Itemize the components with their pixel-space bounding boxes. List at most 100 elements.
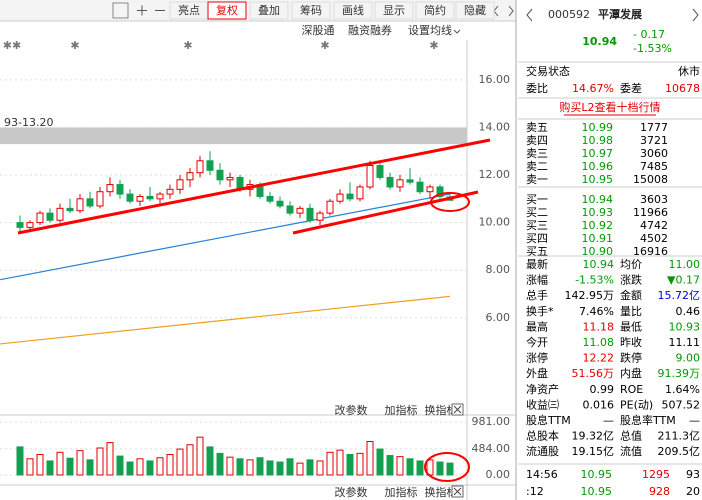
book-price: 10.91 xyxy=(582,232,614,245)
close-icon xyxy=(453,405,462,414)
candle-body xyxy=(226,176,234,181)
tick-cell: 928 xyxy=(649,485,670,498)
volume-bar xyxy=(196,436,204,476)
volume-bar xyxy=(86,459,94,476)
book-volume: 4502 xyxy=(640,232,668,245)
candle-body xyxy=(416,181,424,193)
toolbar-button[interactable] xyxy=(207,1,247,20)
toolbar-button[interactable] xyxy=(291,1,331,20)
toolbar-label[interactable]: 筹码 xyxy=(300,3,322,17)
indicator-button[interactable]: 加指标 xyxy=(385,485,418,499)
volume-bar xyxy=(76,450,84,476)
stat-cell: 15.72亿 xyxy=(658,289,701,302)
book-price: 10.90 xyxy=(582,245,614,258)
tick-cell: :12 xyxy=(526,485,544,498)
volume-bar xyxy=(56,451,64,476)
volume-bar xyxy=(296,462,304,476)
stat-cell: 换手* xyxy=(526,304,554,318)
toolbar-label[interactable]: 显示 xyxy=(383,4,405,17)
indicator-button[interactable]: 换指标 xyxy=(425,485,458,499)
toolbar-button[interactable] xyxy=(455,1,495,20)
volume-bar xyxy=(436,461,444,476)
tick-cell: 1295 xyxy=(642,468,670,481)
volume-bar xyxy=(356,452,364,476)
toolbar-label[interactable]: 叠加 xyxy=(258,4,280,17)
volume-bar xyxy=(256,457,264,476)
subbar-item[interactable]: 融资融券 xyxy=(348,23,392,37)
book-price: 10.93 xyxy=(582,206,614,219)
toolbar-button[interactable] xyxy=(415,1,455,20)
toolbar-button[interactable] xyxy=(249,1,289,20)
candle-body xyxy=(66,207,74,212)
candle-body xyxy=(196,160,204,174)
volume-bar xyxy=(156,457,164,476)
ma-line xyxy=(0,193,451,281)
nav-arrow[interactable] xyxy=(526,8,699,22)
status: 休市 xyxy=(678,64,700,78)
volume-bar xyxy=(116,455,124,476)
toolbar-label[interactable]: 画线 xyxy=(342,3,364,17)
stat-cell: 11.00 xyxy=(669,258,701,271)
toolbar-button[interactable] xyxy=(333,1,373,20)
toolbar-label[interactable]: 复权 xyxy=(216,3,238,17)
volume-bar xyxy=(146,460,154,476)
volume-bar xyxy=(206,446,214,476)
stat-cell: 11.08 xyxy=(583,336,615,349)
candle-body xyxy=(216,169,224,181)
indicator-button[interactable]: 改参数 xyxy=(335,485,368,499)
tick-cell: 93 xyxy=(686,468,700,481)
book-label: 卖五 xyxy=(526,121,548,134)
toolbar-button[interactable] xyxy=(374,1,414,20)
volume-bar xyxy=(446,462,454,476)
toolbar-label[interactable]: 隐藏 xyxy=(464,4,486,17)
volume-bar xyxy=(336,449,344,476)
volume-bar xyxy=(26,458,34,476)
stat-cell: 11.18 xyxy=(583,320,615,333)
icon-zoom[interactable] xyxy=(137,5,165,16)
stat-cell: — xyxy=(689,414,700,427)
stat-cell: 142.95万 xyxy=(565,289,615,302)
stat-cell: 流值 xyxy=(620,444,642,458)
subbar-item[interactable]: 深股通 xyxy=(302,24,335,37)
book-label: 卖一 xyxy=(526,173,548,186)
stat-cell: 51.56万 xyxy=(572,367,615,380)
candle-body xyxy=(346,193,354,200)
circle-mark xyxy=(424,452,470,482)
book-volume: 7485 xyxy=(640,160,668,173)
ratio-cell: 10678 xyxy=(665,82,700,95)
y-tick-label: 0.00 xyxy=(486,468,511,481)
l2-link[interactable]: 购买L2查看十档行情 xyxy=(559,100,660,114)
stat-cell: 总股本 xyxy=(526,429,559,443)
change-pct: -1.53% xyxy=(633,42,672,55)
toolbar-label[interactable]: 亮点 xyxy=(178,3,200,17)
book-price: 10.96 xyxy=(582,160,614,173)
stat-cell: 211.3亿 xyxy=(658,430,701,443)
book-volume: 4742 xyxy=(640,219,668,232)
indicator-button[interactable]: 换指标 xyxy=(425,403,458,417)
indicator-button[interactable]: 改参数 xyxy=(335,403,368,417)
candle-body xyxy=(136,195,144,202)
stat-cell: 昨收 xyxy=(620,335,642,349)
ratio-cell: 14.67% xyxy=(572,82,614,95)
candle-body xyxy=(286,205,294,214)
candle-body xyxy=(176,179,184,190)
tick-cell: 14:56 xyxy=(526,468,558,481)
toolbar-label[interactable]: 简约 xyxy=(424,3,446,17)
volume-bar xyxy=(306,459,314,476)
icon-copy[interactable] xyxy=(112,2,129,19)
book-volume: 16916 xyxy=(633,245,668,258)
stat-cell: 10.94 xyxy=(583,258,615,271)
volume-bar xyxy=(126,461,134,476)
stat-cell: 19.15亿 xyxy=(572,445,615,458)
indicator-button[interactable]: 加指标 xyxy=(385,403,418,417)
y-tick-label: 8.00 xyxy=(486,263,511,276)
candle-body xyxy=(76,198,84,212)
volume-bar xyxy=(366,441,374,476)
stat-cell: 0.99 xyxy=(590,383,615,396)
circle-mark xyxy=(430,192,470,212)
subbar-item[interactable]: 设置均线 xyxy=(408,23,452,37)
candle-body xyxy=(26,222,34,228)
candle-body xyxy=(356,186,364,200)
stock-code: 000592 xyxy=(548,8,590,21)
